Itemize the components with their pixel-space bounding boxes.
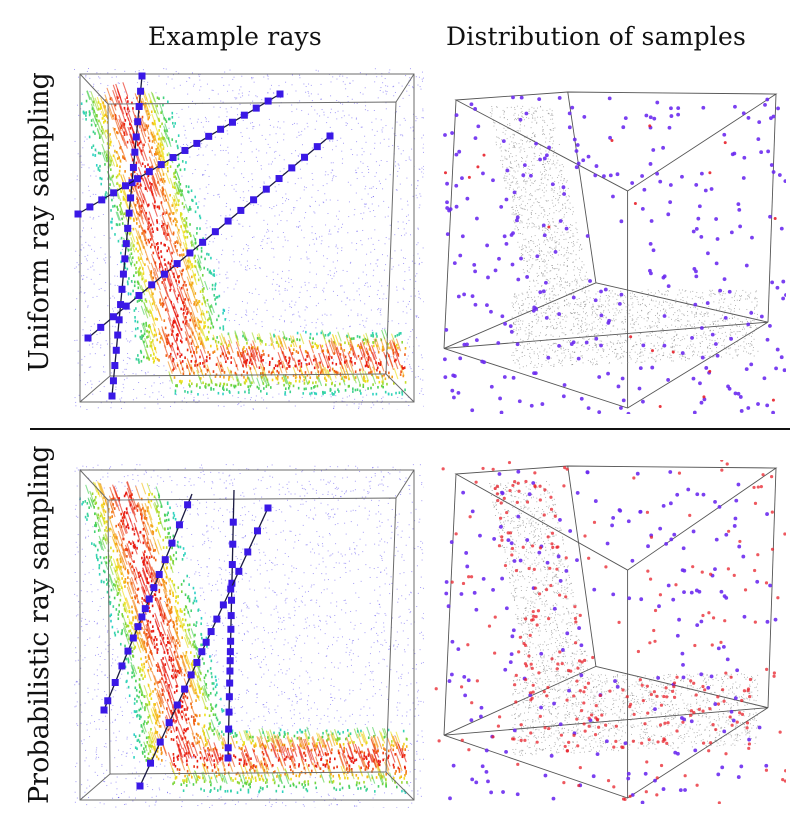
row-divider [30, 428, 790, 430]
uniform-rays-plot [74, 68, 424, 410]
sample-points [434, 460, 786, 804]
probabilistic-samples-plot [434, 460, 786, 804]
row-label-uniform: Uniform ray sampling [24, 72, 55, 372]
bounding-box [443, 91, 778, 409]
ray-2 [227, 489, 235, 759]
column-title-example-rays: Example rays [148, 22, 322, 51]
panel-probabilistic-distribution [434, 460, 786, 804]
voxel-sample-cloud [74, 464, 424, 808]
sampling-rays [100, 489, 272, 790]
panel-uniform-distribution [434, 86, 786, 414]
column-title-distribution: Distribution of samples [446, 22, 747, 51]
bounding-box [79, 469, 415, 801]
bounding-box [443, 465, 778, 799]
surface-point-cloud [489, 105, 759, 369]
uniform-samples-plot [442, 91, 786, 414]
probabilistic-rays-plot [74, 464, 424, 808]
sampling-rays [74, 72, 334, 400]
sample-points [442, 95, 786, 414]
surface-point-cloud [489, 480, 759, 756]
bounding-box [79, 73, 415, 403]
ray-1 [111, 75, 143, 397]
row-label-probabilistic: Probabilistic ray sampling [24, 445, 55, 804]
panel-uniform-example-rays [74, 68, 424, 410]
panel-probabilistic-example-rays [74, 464, 424, 808]
